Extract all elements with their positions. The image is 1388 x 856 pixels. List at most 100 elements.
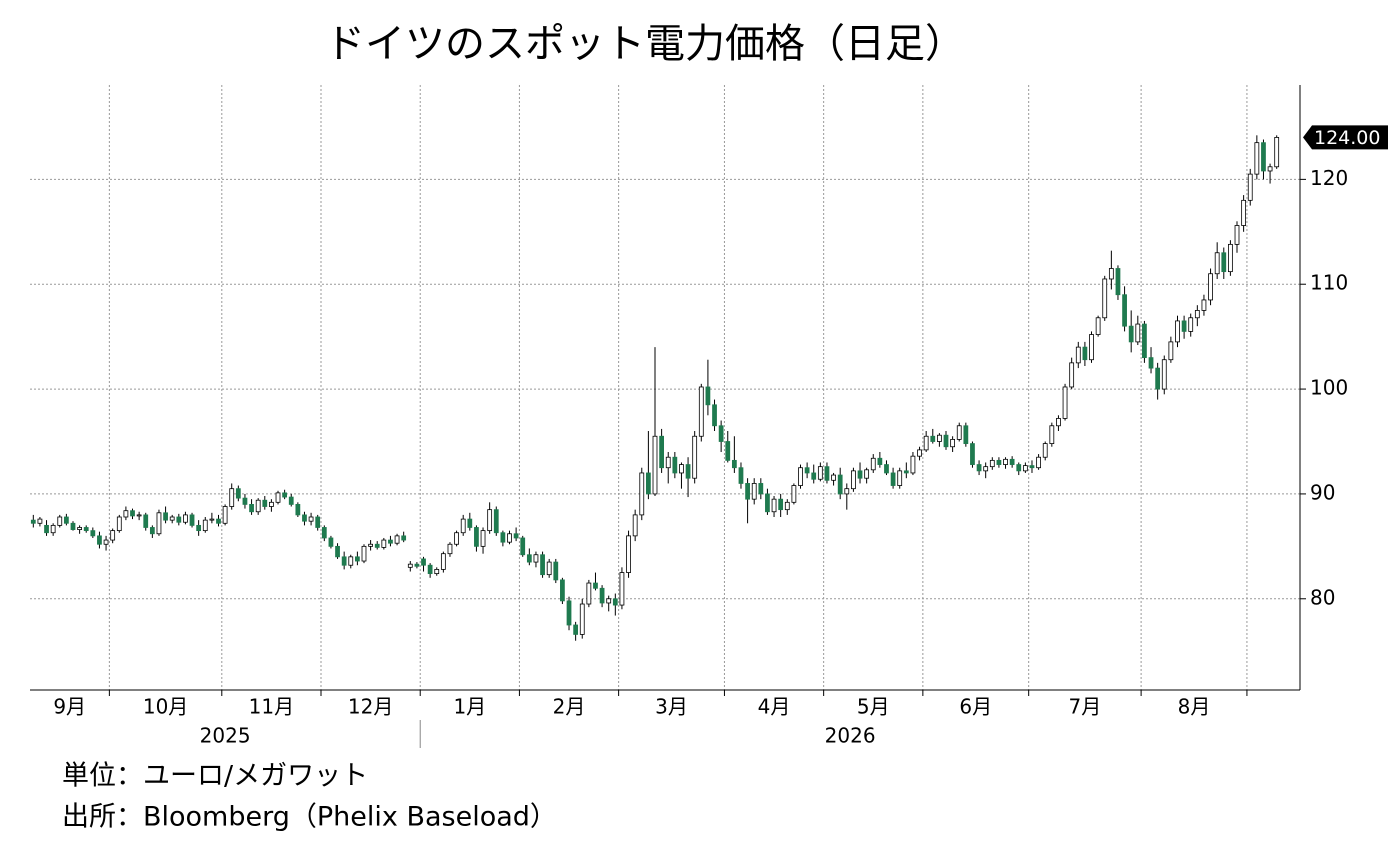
year-label: 2026 (825, 724, 876, 748)
candle-body (1168, 341, 1174, 361)
candle-body (646, 472, 651, 495)
candle-body (1095, 317, 1101, 335)
candle-body (639, 472, 645, 516)
candle-body (90, 530, 96, 537)
candle-body (1089, 334, 1094, 361)
candle-body (989, 459, 995, 468)
candle-body (705, 386, 711, 406)
source-note: 単位：ユーロ/メガワット (62, 761, 368, 792)
x-tick-label: 9月 (53, 695, 86, 719)
y-tick-label: 100 (1310, 376, 1348, 400)
x-tick-label: 7月 (1069, 695, 1102, 719)
candle-body (1135, 323, 1141, 343)
candle-body (37, 518, 43, 524)
candle-body (593, 582, 598, 589)
candle-body (149, 527, 155, 535)
candle-body (354, 556, 360, 562)
candle-body (447, 543, 453, 555)
candle-body (77, 527, 82, 530)
last-value-label: 124.00 (1314, 127, 1380, 149)
candle-body (156, 512, 162, 535)
candle-body (130, 510, 135, 517)
candle-body (1181, 320, 1187, 332)
candle-body (837, 474, 843, 495)
candle-body (1267, 166, 1273, 172)
candle-body (262, 499, 268, 507)
candle-body (341, 556, 347, 566)
candle-body (421, 558, 426, 566)
x-tick-label: 11月 (249, 695, 294, 719)
candle-body (771, 498, 777, 513)
x-tick-label: 1月 (453, 695, 486, 719)
candle-body (745, 483, 750, 500)
candle-body (897, 470, 903, 486)
candle-body (1009, 458, 1015, 465)
candle-body (169, 516, 175, 521)
candle-body (956, 425, 962, 440)
candle-body (1148, 357, 1154, 369)
candle-body (817, 466, 823, 480)
candle-body (308, 516, 314, 522)
candle-body (586, 582, 592, 605)
candle-body (83, 527, 89, 532)
x-tick-label: 10月 (143, 695, 188, 719)
candle-body (877, 457, 883, 465)
candle-body (302, 514, 307, 522)
candle-body (1122, 294, 1127, 327)
candle-body (751, 483, 757, 500)
candle-body (513, 533, 519, 539)
candle-body (632, 514, 638, 537)
candle-body (626, 535, 631, 573)
candle-body (44, 524, 49, 534)
candle-body (1128, 325, 1134, 343)
candle-body (612, 598, 618, 606)
candle-body (870, 457, 876, 471)
candle-body (222, 506, 228, 524)
x-tick-label: 12月 (348, 695, 393, 719)
candle-body (50, 524, 56, 534)
candle-body (1049, 425, 1055, 444)
candle-body (1056, 418, 1061, 427)
candle-body (659, 435, 664, 469)
candle-body (209, 518, 215, 521)
candle-body (520, 537, 526, 556)
candle-body (414, 563, 420, 567)
candle-body (407, 563, 413, 568)
candle-body (1082, 346, 1088, 361)
candle-body (560, 579, 565, 602)
x-tick-label: 3月 (655, 695, 688, 719)
candle-body (917, 449, 922, 457)
candle-body (97, 535, 102, 545)
candle-body (1247, 173, 1253, 201)
candle-body (368, 543, 373, 547)
candle-body (116, 516, 122, 532)
candle-body (619, 572, 625, 606)
candle-body (269, 501, 274, 507)
candle-body (910, 455, 916, 474)
candle-body (804, 467, 810, 474)
candle-body (1016, 464, 1022, 472)
x-tick-label: 8月 (1178, 695, 1211, 719)
candle-body (665, 456, 671, 469)
candle-body (143, 514, 149, 528)
candle-body (1214, 252, 1220, 275)
candle-body (500, 532, 506, 543)
candle-body (937, 434, 942, 442)
candle-body (229, 488, 235, 507)
candle-body (1062, 386, 1068, 419)
candle-body (374, 543, 380, 548)
candle-body (864, 469, 870, 479)
candle-body (1188, 317, 1194, 332)
candle-body (235, 488, 241, 499)
candle-body (401, 535, 407, 541)
candle-body (599, 587, 605, 604)
candle-body (976, 464, 982, 472)
candle-body (348, 556, 354, 566)
candle-body (288, 496, 294, 505)
candle-body (255, 499, 261, 513)
candle-body (983, 466, 989, 472)
candle-body (57, 516, 63, 526)
candle-body (923, 435, 929, 451)
last-value-marker (1303, 125, 1388, 150)
